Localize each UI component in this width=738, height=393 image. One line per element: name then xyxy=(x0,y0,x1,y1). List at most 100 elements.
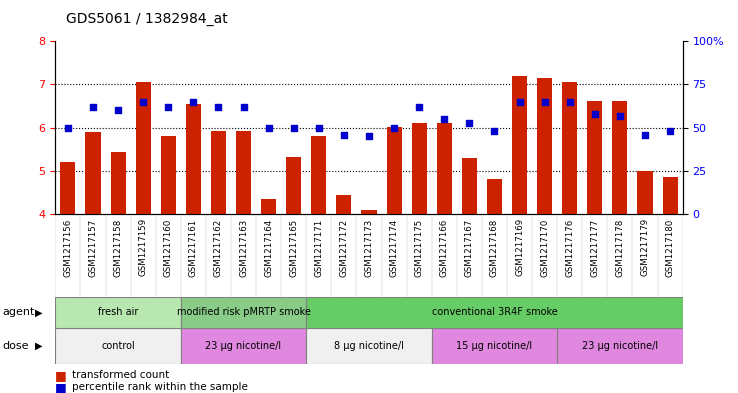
Bar xyxy=(387,127,401,214)
Text: GSM1217178: GSM1217178 xyxy=(615,219,624,277)
Text: ▶: ▶ xyxy=(35,341,43,351)
Bar xyxy=(55,328,181,364)
Text: GSM1217165: GSM1217165 xyxy=(289,219,298,277)
Text: modified risk pMRTP smoke: modified risk pMRTP smoke xyxy=(176,307,311,318)
Text: control: control xyxy=(101,341,135,351)
Text: GSM1217172: GSM1217172 xyxy=(339,219,348,277)
Text: GSM1217167: GSM1217167 xyxy=(465,219,474,277)
Text: GSM1217161: GSM1217161 xyxy=(189,219,198,277)
Text: ■: ■ xyxy=(55,380,67,393)
Text: 8 μg nicotine/l: 8 μg nicotine/l xyxy=(334,341,404,351)
Bar xyxy=(562,82,577,214)
Bar xyxy=(512,76,527,214)
Text: GSM1217163: GSM1217163 xyxy=(239,219,248,277)
Point xyxy=(87,104,99,110)
Text: GSM1217174: GSM1217174 xyxy=(390,219,399,277)
Bar xyxy=(186,104,201,214)
Bar xyxy=(537,78,552,214)
Bar xyxy=(462,158,477,214)
Bar xyxy=(306,297,683,328)
Point xyxy=(438,116,450,122)
Bar xyxy=(261,199,276,214)
Bar xyxy=(111,151,125,214)
Text: GSM1217159: GSM1217159 xyxy=(139,219,148,276)
Text: GSM1217168: GSM1217168 xyxy=(490,219,499,277)
Bar xyxy=(286,157,301,214)
Point xyxy=(463,119,475,126)
Point xyxy=(564,99,576,105)
Text: 23 μg nicotine/l: 23 μg nicotine/l xyxy=(205,341,282,351)
Text: GSM1217157: GSM1217157 xyxy=(89,219,97,277)
Bar xyxy=(181,328,306,364)
Point xyxy=(539,99,551,105)
Point xyxy=(489,128,500,134)
Text: GSM1217160: GSM1217160 xyxy=(164,219,173,277)
Point xyxy=(62,125,74,131)
Bar xyxy=(161,136,176,214)
Text: GSM1217179: GSM1217179 xyxy=(641,219,649,276)
Point xyxy=(338,132,350,138)
Bar xyxy=(337,195,351,214)
Bar xyxy=(236,131,251,214)
Bar xyxy=(432,328,557,364)
Text: GSM1217175: GSM1217175 xyxy=(415,219,424,277)
Point xyxy=(137,99,149,105)
Text: GSM1217164: GSM1217164 xyxy=(264,219,273,277)
Point xyxy=(162,104,174,110)
Point xyxy=(664,128,676,134)
Text: ■: ■ xyxy=(55,369,67,382)
Point xyxy=(187,99,199,105)
Point xyxy=(263,125,275,131)
Point xyxy=(112,107,124,114)
Text: GDS5061 / 1382984_at: GDS5061 / 1382984_at xyxy=(66,12,228,26)
Text: fresh air: fresh air xyxy=(98,307,138,318)
Point xyxy=(238,104,249,110)
Point xyxy=(388,125,400,131)
Text: GSM1217173: GSM1217173 xyxy=(365,219,373,277)
Text: GSM1217180: GSM1217180 xyxy=(666,219,675,277)
Point xyxy=(589,111,601,117)
Bar xyxy=(412,123,427,214)
Text: GSM1217176: GSM1217176 xyxy=(565,219,574,277)
Text: GSM1217156: GSM1217156 xyxy=(63,219,72,277)
Bar xyxy=(306,328,432,364)
Text: 15 μg nicotine/l: 15 μg nicotine/l xyxy=(456,341,533,351)
Bar xyxy=(211,131,226,214)
Bar xyxy=(557,328,683,364)
Bar xyxy=(311,136,326,214)
Text: dose: dose xyxy=(2,341,29,351)
Text: ▶: ▶ xyxy=(35,307,43,318)
Text: GSM1217158: GSM1217158 xyxy=(114,219,123,277)
Text: GSM1217170: GSM1217170 xyxy=(540,219,549,277)
Point xyxy=(639,132,651,138)
Bar xyxy=(181,297,306,328)
Text: 23 μg nicotine/l: 23 μg nicotine/l xyxy=(582,341,658,351)
Text: GSM1217162: GSM1217162 xyxy=(214,219,223,277)
Point xyxy=(363,133,375,140)
Point xyxy=(313,125,325,131)
Point xyxy=(213,104,224,110)
Bar xyxy=(86,132,100,214)
Text: GSM1217169: GSM1217169 xyxy=(515,219,524,276)
Bar xyxy=(587,101,602,214)
Bar xyxy=(613,101,627,214)
Text: percentile rank within the sample: percentile rank within the sample xyxy=(72,382,248,392)
Point xyxy=(413,104,425,110)
Bar xyxy=(136,82,151,214)
Text: agent: agent xyxy=(2,307,35,318)
Text: conventional 3R4F smoke: conventional 3R4F smoke xyxy=(432,307,557,318)
Text: GSM1217177: GSM1217177 xyxy=(590,219,599,277)
Point xyxy=(514,99,525,105)
Bar xyxy=(638,171,652,214)
Bar xyxy=(487,179,502,214)
Bar xyxy=(663,178,677,214)
Bar xyxy=(55,297,181,328)
Text: transformed count: transformed count xyxy=(72,370,170,380)
Bar xyxy=(61,162,75,214)
Bar xyxy=(362,210,376,214)
Point xyxy=(288,125,300,131)
Bar xyxy=(437,123,452,214)
Text: GSM1217171: GSM1217171 xyxy=(314,219,323,277)
Text: GSM1217166: GSM1217166 xyxy=(440,219,449,277)
Point xyxy=(614,112,626,119)
